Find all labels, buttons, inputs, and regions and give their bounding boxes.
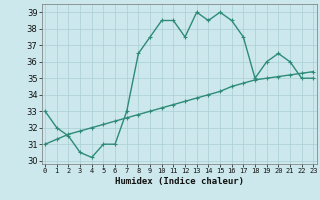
X-axis label: Humidex (Indice chaleur): Humidex (Indice chaleur): [115, 177, 244, 186]
